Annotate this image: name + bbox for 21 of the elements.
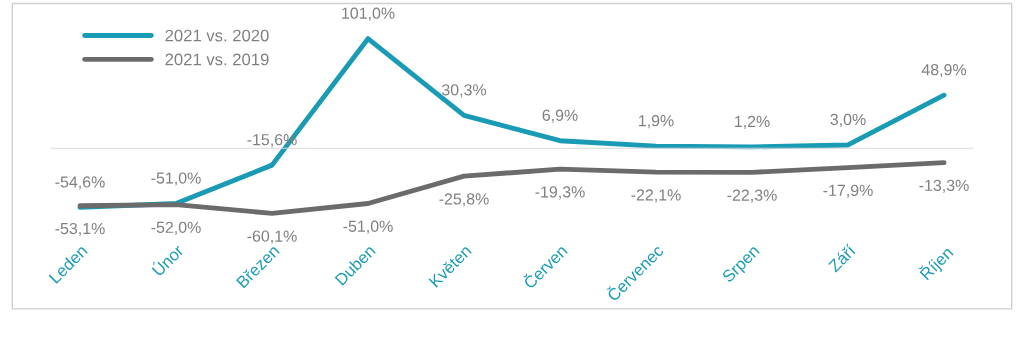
data-label: -13,3% bbox=[919, 179, 969, 193]
data-label: 101,0% bbox=[342, 7, 395, 21]
data-label: -25,8% bbox=[439, 193, 489, 207]
data-label: -17,9% bbox=[823, 184, 873, 198]
data-label: 1,2% bbox=[735, 115, 770, 129]
legend-label: 2021 vs. 2020 bbox=[165, 29, 269, 42]
data-label: 30,3% bbox=[441, 84, 487, 98]
data-label: -54,6% bbox=[55, 176, 105, 190]
data-label: 1,9% bbox=[639, 115, 674, 129]
data-label: 48,9% bbox=[921, 64, 967, 78]
data-label: 3,0% bbox=[830, 113, 866, 128]
data-label: -60,1% bbox=[247, 230, 297, 244]
data-label: -51,0% bbox=[151, 172, 201, 186]
data-label: -52,0% bbox=[151, 221, 201, 235]
data-label: -53,1% bbox=[55, 222, 105, 237]
data-label: -22,1% bbox=[631, 189, 681, 203]
data-label: -51,0% bbox=[343, 220, 393, 234]
data-label: 6,9% bbox=[542, 109, 578, 123]
legend-label: 2021 vs. 2019 bbox=[165, 53, 269, 66]
data-label: -19,3% bbox=[535, 186, 585, 200]
data-label: -22,3% bbox=[727, 189, 777, 203]
